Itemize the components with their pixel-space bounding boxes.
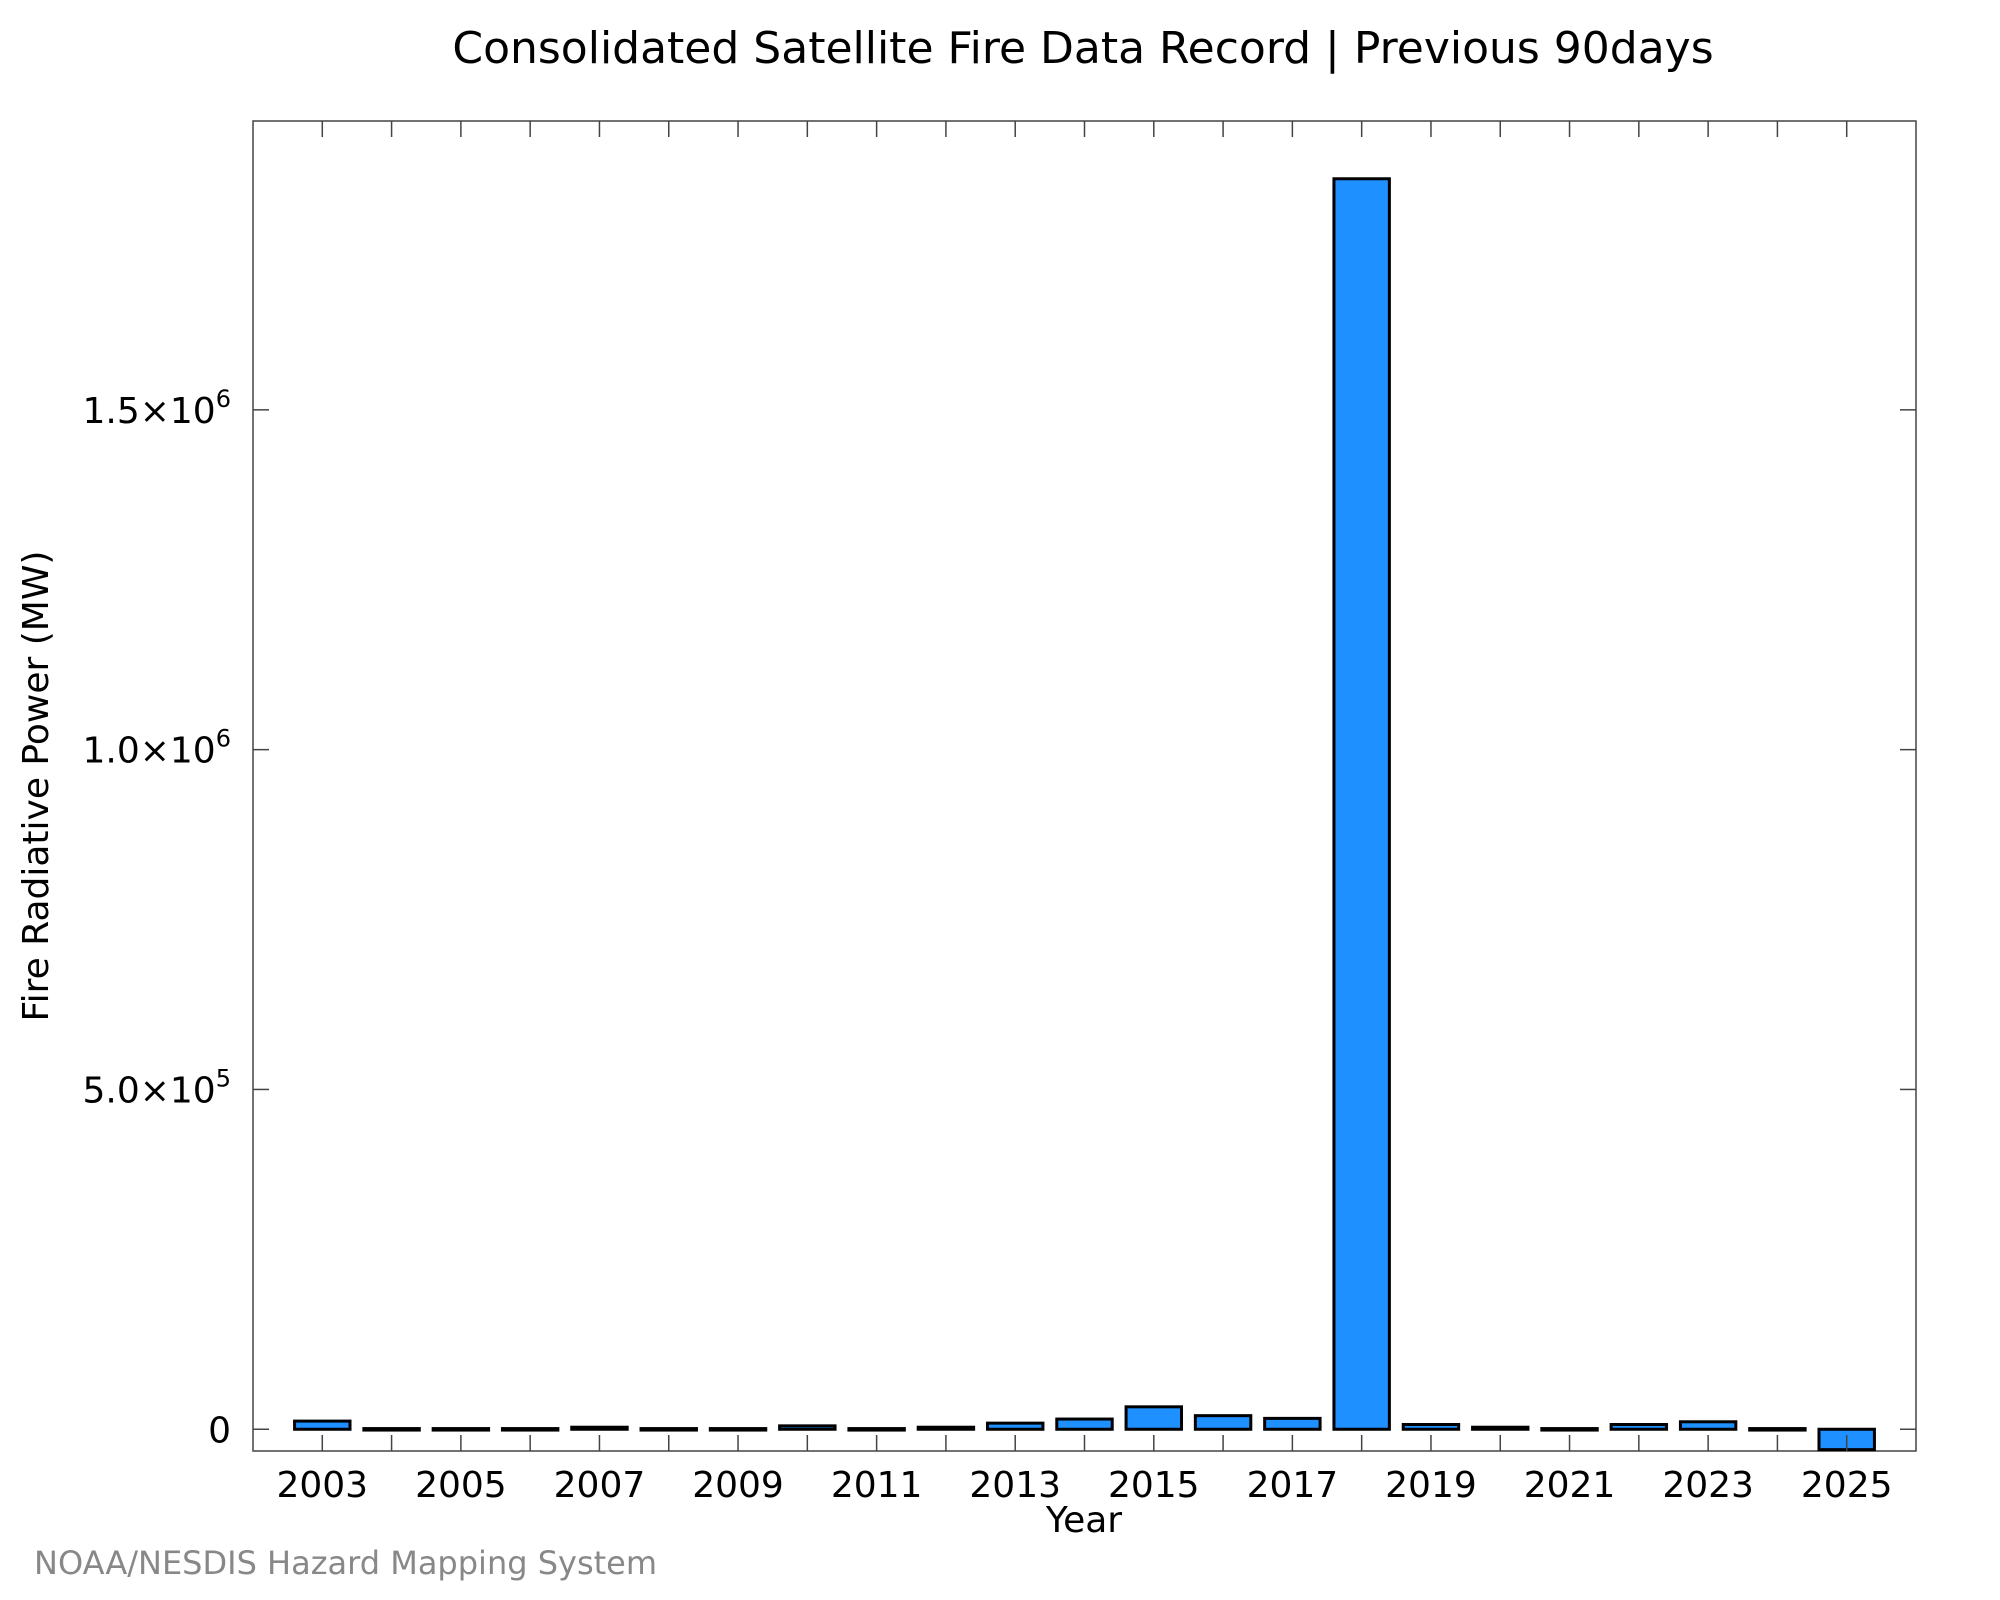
bar-2010 (778, 1424, 837, 1431)
bar-2012 (916, 1425, 976, 1431)
y-axis-label: Fire Radiative Power (MW) (16, 551, 57, 1022)
x-tick-label-2009: 2009 (692, 1465, 784, 1506)
chart-title: Consolidated Satellite Fire Data Record … (452, 23, 1713, 74)
bar-2024 (1748, 1427, 1807, 1432)
y-tick-label-1500000: 1.5×106 (82, 385, 231, 432)
bar-2016 (1193, 1414, 1253, 1431)
bar-2004 (362, 1427, 421, 1432)
y-tick-label-500000: 5.0×105 (82, 1064, 231, 1111)
bar-2022 (1609, 1422, 1669, 1431)
bar-2007 (570, 1425, 629, 1431)
bar-2017 (1263, 1416, 1322, 1431)
bar-2013 (985, 1421, 1045, 1431)
x-tick-label-2011: 2011 (831, 1465, 923, 1506)
bar-2015 (1124, 1405, 1184, 1431)
bar-2008 (639, 1427, 698, 1432)
y-axis-ticks: 0 5.0×105 1.0×106 1.5×106 (82, 385, 1916, 1451)
bars-group (293, 177, 1876, 1452)
bar-2006 (500, 1427, 560, 1432)
x-tick-label-2019: 2019 (1385, 1465, 1477, 1506)
bar-2005 (431, 1427, 491, 1432)
bar-2021 (1540, 1427, 1599, 1432)
x-tick-label-2021: 2021 (1524, 1465, 1616, 1506)
bar-2023 (1678, 1420, 1738, 1431)
bar-2009 (708, 1427, 768, 1432)
bar-2011 (847, 1427, 906, 1432)
x-tick-label-2017: 2017 (1247, 1465, 1339, 1506)
x-tick-label-2013: 2013 (969, 1465, 1061, 1506)
x-axis-ticks: 2003 2005 2007 2009 2011 2013 2015 2017 2019 2021… (276, 121, 1893, 1506)
x-axis-label: Year (1045, 1500, 1122, 1541)
x-tick-label-2003: 2003 (276, 1465, 368, 1506)
bar-2020 (1471, 1425, 1530, 1431)
x-tick-label-2025: 2025 (1801, 1465, 1893, 1506)
x-tick-label-2007: 2007 (554, 1465, 646, 1506)
bar-2003 (293, 1419, 352, 1431)
y-tick-label-0: 0 (208, 1410, 231, 1451)
x-tick-label-2015: 2015 (1108, 1465, 1200, 1506)
x-tick-label-2023: 2023 (1662, 1465, 1754, 1506)
plot-area-frame (252, 120, 1917, 1452)
bar-2018 (1332, 177, 1391, 1431)
y-tick-label-1000000: 1.0×106 (82, 725, 231, 772)
x-tick-label-2005: 2005 (415, 1465, 507, 1506)
credit-text: NOAA/NESDIS Hazard Mapping System (34, 1544, 658, 1582)
bar-2019 (1401, 1422, 1461, 1431)
bar-2014 (1055, 1417, 1114, 1431)
